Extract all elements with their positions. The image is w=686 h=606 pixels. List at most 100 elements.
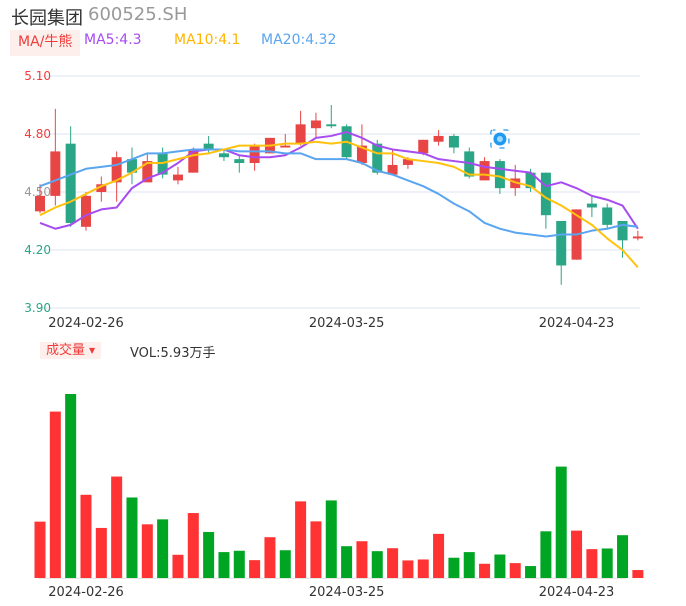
volume-x-axis-label: 2024-04-23	[539, 585, 615, 600]
volume-bar	[65, 394, 77, 578]
marker-frame	[490, 129, 510, 149]
candle-body	[126, 159, 137, 173]
indicator-selector-ma[interactable]: MA/牛熊	[10, 30, 81, 56]
candle-body	[65, 143, 76, 223]
candle-body	[326, 124, 337, 127]
bear-marker-icon-center	[496, 136, 503, 142]
y-axis-label: 4.80	[24, 127, 51, 141]
candle-body	[402, 159, 413, 165]
candle-body	[280, 145, 291, 148]
volume-bar	[509, 563, 521, 578]
candle-body	[356, 145, 367, 163]
volume-value: VOL:5.93万手	[130, 346, 216, 361]
candle-body	[602, 207, 613, 225]
volume-bar	[387, 548, 399, 578]
candle-body	[433, 135, 444, 142]
candle-body	[525, 172, 536, 189]
candle-body	[586, 203, 597, 208]
volume-bar	[371, 551, 383, 578]
y-axis-label: 3.90	[24, 301, 51, 315]
candle-body	[448, 135, 459, 148]
candle-body	[234, 159, 245, 163]
x-axis-label: 2024-02-26	[48, 316, 124, 331]
volume-bar	[172, 554, 184, 578]
volume-bar	[203, 531, 215, 578]
candle-body	[310, 120, 321, 129]
candle-body	[372, 143, 383, 173]
volume-bar	[479, 563, 491, 578]
candle-body	[111, 157, 122, 183]
volume-bar	[448, 557, 460, 578]
indicator-selector-volume[interactable]: 成交量 ▼	[40, 342, 102, 359]
candle-body	[80, 195, 91, 227]
volume-x-axis-label: 2024-03-25	[309, 585, 385, 600]
y-axis-label: 5.10	[24, 69, 51, 83]
volume-bar	[34, 521, 46, 578]
candle-body	[556, 221, 567, 266]
y-axis-label: 4.50	[24, 185, 51, 199]
x-axis-label: 2024-04-23	[539, 316, 615, 331]
candle-body	[142, 161, 153, 183]
stock-code: 600525.SH	[88, 4, 188, 25]
volume-bar	[540, 531, 552, 578]
volume-selector-label: 成交量	[46, 343, 86, 358]
stock-name: 长园集团	[11, 8, 83, 29]
candle-body	[249, 145, 260, 163]
ma5-legend: MA5:4.3	[84, 32, 142, 48]
volume-bar	[157, 519, 169, 578]
volume-bar	[494, 554, 506, 578]
volume-bar	[49, 411, 61, 578]
volume-bar	[433, 533, 445, 578]
volume-bar	[233, 550, 245, 578]
volume-bar	[356, 541, 368, 578]
candle-body	[203, 143, 214, 150]
volume-bar	[601, 548, 613, 578]
candle-body	[50, 151, 61, 196]
candle-body	[218, 153, 229, 158]
candle-body	[617, 221, 628, 241]
volume-bar	[218, 552, 230, 578]
ma20-line	[39, 148, 638, 238]
volume-bar	[525, 566, 537, 578]
candle-body	[387, 164, 398, 175]
volume-bar	[402, 560, 414, 578]
volume-x-axis-label: 2024-02-26	[48, 585, 124, 600]
x-axis-label: 2024-03-25	[309, 316, 385, 331]
volume-bar	[80, 494, 92, 578]
candle-body	[494, 161, 505, 189]
y-axis-label: 4.20	[24, 243, 51, 257]
ma5-line	[39, 131, 639, 230]
volume-bar	[249, 560, 261, 578]
volume-bar	[126, 497, 138, 578]
candle-body	[295, 124, 306, 144]
volume-bar	[586, 549, 598, 578]
candle-body	[632, 236, 643, 239]
volume-bar	[571, 530, 583, 578]
volume-bar	[632, 570, 644, 578]
volume-bar	[295, 501, 307, 578]
candle-body	[96, 184, 107, 192]
volume-bar	[111, 476, 123, 578]
volume-bar	[341, 546, 353, 578]
candle-body	[172, 174, 183, 181]
volume-bar	[555, 466, 567, 578]
volume-bar	[310, 521, 322, 578]
volume-bar	[187, 513, 199, 578]
ma10-line	[39, 140, 639, 269]
candle-body	[418, 139, 429, 154]
volume-bar	[141, 524, 153, 578]
candle-body	[35, 195, 45, 212]
dropdown-arrow-icon: ▼	[89, 346, 96, 355]
ma20-legend: MA20:4.32	[261, 32, 337, 48]
volume-bar	[617, 535, 629, 578]
volume-bar	[325, 500, 337, 578]
candle-body	[540, 172, 551, 216]
volume-bar	[417, 559, 429, 578]
ma10-legend: MA10:4.1	[174, 32, 241, 48]
volume-bar	[279, 550, 291, 578]
candle-body	[479, 161, 490, 181]
volume-bar	[463, 552, 475, 578]
candle-body	[188, 149, 199, 173]
